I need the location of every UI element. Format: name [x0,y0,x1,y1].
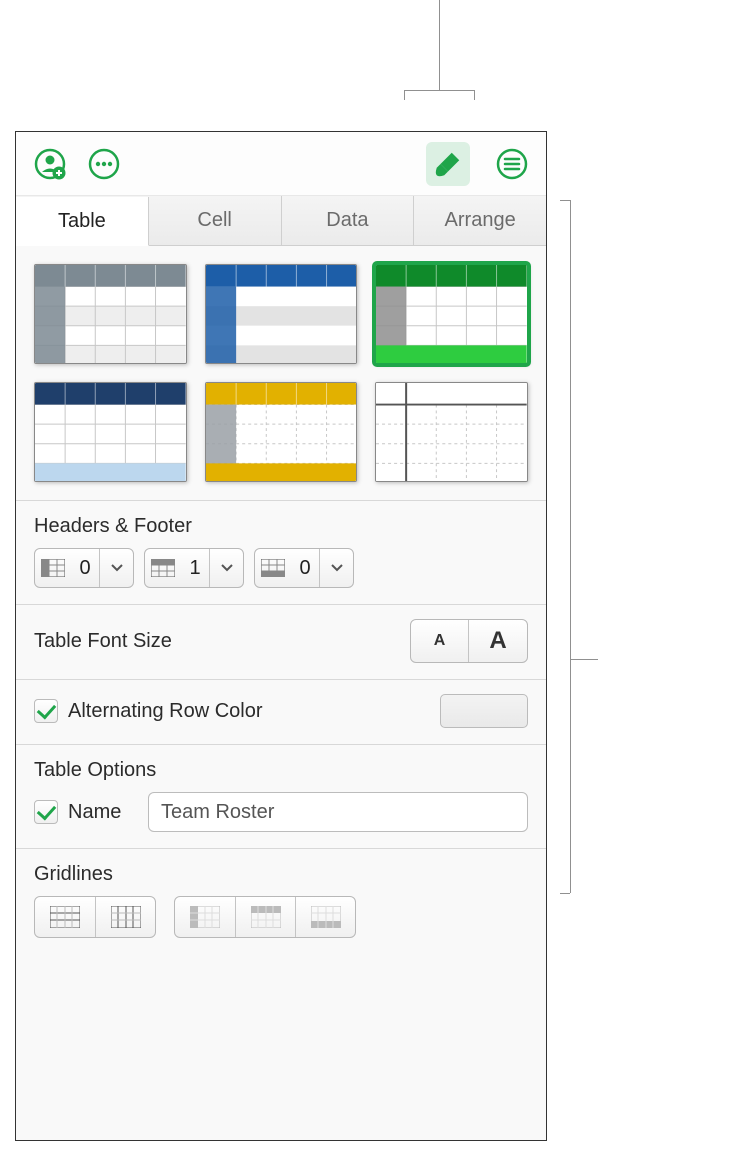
table-style-blue[interactable] [34,382,187,482]
table-style-minimal[interactable] [375,382,528,482]
callout-line [404,90,405,100]
format-button[interactable] [426,142,470,186]
gridlines-vertical-button[interactable] [95,897,155,937]
callout-line [560,200,570,201]
format-brush-icon [433,149,463,179]
callout-line [439,0,440,90]
tab-label: Arrange [445,209,516,232]
collaborate-icon [34,148,66,180]
tab-table[interactable]: Table [16,197,149,246]
table-name-checkbox[interactable] [34,800,58,824]
header-columns-icon [35,559,71,577]
more-icon [88,148,120,180]
tab-bar: Table Cell Data Arrange [16,196,546,246]
toolbar [16,132,546,196]
collaborate-button[interactable] [28,142,72,186]
gridlines-header-row-button[interactable] [235,897,295,937]
more-button[interactable] [82,142,126,186]
header-rows-value: 1 [181,557,209,580]
alternating-row-color-swatch[interactable] [440,694,528,728]
gridlines-header-col-icon [190,906,220,928]
header-rows-stepper[interactable]: 1 [144,548,244,588]
footer-rows-stepper[interactable]: 0 [254,548,354,588]
table-options-label: Table Options [34,759,528,782]
alternating-row-label: Alternating Row Color [68,700,263,723]
header-columns-value: 0 [71,557,99,580]
font-size-decrease-button[interactable]: A [411,620,469,662]
tab-label: Table [58,210,106,233]
alternating-row-checkbox[interactable] [34,699,58,723]
gridlines-footer-row-icon [311,906,341,928]
table-name-input[interactable] [148,792,528,832]
callout-line [404,90,474,91]
callout-line [560,893,570,894]
header-rows-icon [145,559,181,577]
table-style-gold[interactable] [205,382,358,482]
small-a-label: A [434,632,446,650]
organize-button[interactable] [490,142,534,186]
table-style-blue-left[interactable] [205,264,358,364]
table-name-label: Name [68,801,138,824]
table-style-plain-gray[interactable] [34,264,187,364]
organize-icon [496,148,528,180]
chevron-down-icon[interactable] [209,549,243,587]
chevron-down-icon[interactable] [99,549,133,587]
gridlines-label: Gridlines [34,863,528,886]
format-panel: Table Cell Data Arrange Headers & Footer [15,131,547,1141]
font-size-label: Table Font Size [34,630,172,653]
tab-arrange[interactable]: Arrange [414,196,546,245]
tab-data[interactable]: Data [282,196,415,245]
callout-line [474,90,475,100]
gridlines-horizontal-button[interactable] [35,897,95,937]
gridlines-vertical-icon [111,906,141,928]
gridlines-footer-row-button[interactable] [295,897,355,937]
table-styles-grid [16,246,546,501]
font-size-increase-button[interactable]: A [469,620,527,662]
gridlines-header-col-button[interactable] [175,897,235,937]
tab-cell[interactable]: Cell [149,196,282,245]
tab-label: Data [326,209,368,232]
chevron-down-icon[interactable] [319,549,353,587]
headers-footer-label: Headers & Footer [34,515,528,538]
table-style-green[interactable] [375,264,528,364]
footer-rows-icon [255,559,291,577]
callout-line [570,659,598,660]
tab-label: Cell [197,209,231,232]
callout-line [570,200,571,893]
gridlines-header-row-icon [251,906,281,928]
header-columns-stepper[interactable]: 0 [34,548,134,588]
large-a-label: A [489,627,506,655]
footer-rows-value: 0 [291,557,319,580]
gridlines-horizontal-icon [50,906,80,928]
